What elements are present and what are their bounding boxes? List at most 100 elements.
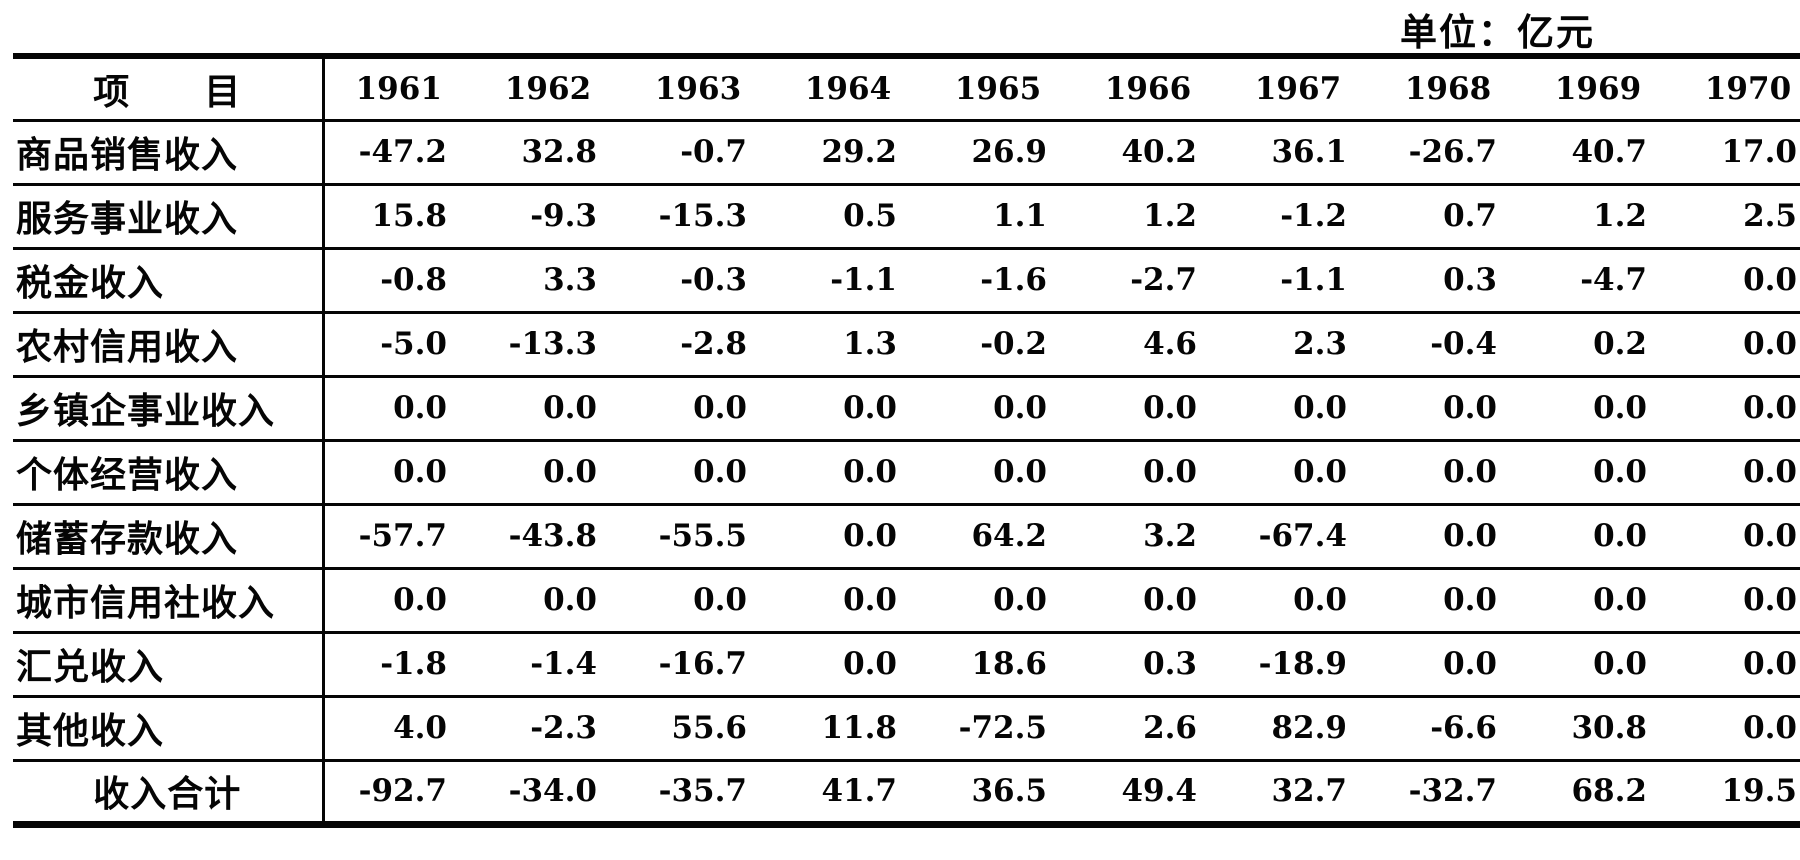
- cell-value: 0.0: [1673, 440, 1800, 506]
- cell-value: -26.7: [1373, 120, 1523, 186]
- cell-value: -1.1: [773, 248, 923, 314]
- cell-value: 0.0: [1523, 632, 1673, 698]
- cell-value: 64.2: [923, 504, 1073, 570]
- cell-value: -1.8: [323, 632, 473, 698]
- table-total-row: 收入合计 -92.7 -34.0 -35.7 41.7 36.5 49.4 32.7 -32.7…: [13, 760, 1800, 824]
- cell-value: 0.0: [323, 376, 473, 442]
- cell-value: 2.3: [1223, 312, 1373, 378]
- cell-value: -0.7: [623, 120, 773, 186]
- cell-value: 0.0: [323, 568, 473, 634]
- cell-value: 0.0: [773, 632, 923, 698]
- cell-value: -47.2: [323, 120, 473, 186]
- header-year-1961: 1961: [323, 56, 473, 122]
- cell-value: 0.0: [1223, 376, 1373, 442]
- total-cell-value: 32.7: [1271, 773, 1347, 809]
- cell-value: 0.0: [623, 440, 773, 506]
- header-item-label: 项 目: [13, 56, 325, 122]
- cell-value: 0.0: [323, 440, 473, 506]
- total-cell-value: -32.7: [1408, 773, 1497, 809]
- row-label: 储蓄存款收入: [13, 504, 325, 570]
- cell-value: 0.0: [1373, 504, 1523, 570]
- header-year-1969: 1969: [1523, 56, 1673, 122]
- cell-value: 0.0: [1373, 440, 1523, 506]
- cell-value: 0.0: [1223, 440, 1373, 506]
- header-year-1963: 1963: [623, 56, 773, 122]
- total-cell-value: 49.4: [1121, 773, 1197, 809]
- table-row: 农村信用收入 -5.0 -13.3 -2.8 1.3 -0.2 4.6 2.3 -0.4 0.2 0…: [13, 312, 1800, 378]
- cell-value: 0.0: [1673, 632, 1800, 698]
- total-cell-value: 41.7: [821, 773, 897, 809]
- cell-value: -15.3: [623, 184, 773, 250]
- cell-value: 0.0: [623, 376, 773, 442]
- table-header-row: 项 目 1961 1962 1963 1964 1965 1966 1967 1968 1969…: [13, 56, 1800, 122]
- row-label: 城市信用社收入: [13, 568, 325, 634]
- cell-value: -55.5: [623, 504, 773, 570]
- row-label: 其他收入: [13, 696, 325, 762]
- cell-value: -1.4: [473, 632, 623, 698]
- cell-value: 4.0: [323, 696, 473, 762]
- cell-value: 0.0: [773, 376, 923, 442]
- cell-value: 1.1: [923, 184, 1073, 250]
- cell-value: 3.3: [473, 248, 623, 314]
- total-cell-value: 68.2: [1571, 773, 1647, 809]
- cell-value: 0.0: [473, 376, 623, 442]
- table-row: 其他收入 4.0 -2.3 55.6 11.8 -72.5 2.6 82.9 -6.6 30.8 0…: [13, 696, 1800, 762]
- cell-value: 0.3: [1373, 248, 1523, 314]
- cell-value: 0.3: [1073, 632, 1223, 698]
- cell-value: -9.3: [473, 184, 623, 250]
- cell-value: 0.0: [1373, 376, 1523, 442]
- cell-value: 0.0: [773, 440, 923, 506]
- cell-value: -0.2: [923, 312, 1073, 378]
- cell-value: 30.8: [1523, 696, 1673, 762]
- row-label: 个体经营收入: [13, 440, 325, 506]
- cell-value: 2.5: [1673, 184, 1800, 250]
- cell-value: 0.0: [1673, 568, 1800, 634]
- total-cell-value: -35.7: [658, 773, 747, 809]
- row-label: 税金收入: [13, 248, 325, 314]
- cell-value: 0.0: [1223, 568, 1373, 634]
- total-cell-value: -92.7: [358, 773, 447, 809]
- table-row: 城市信用社收入 0.0 0.0 0.0 0.0 0.0 0.0 0.0 0.0 0.0 0.0: [13, 568, 1800, 634]
- cell-value: 0.0: [1073, 440, 1223, 506]
- cell-value: 0.0: [1523, 440, 1673, 506]
- cell-value: 15.8: [323, 184, 473, 250]
- cell-value: 1.2: [1073, 184, 1223, 250]
- cell-value: 0.0: [1673, 376, 1800, 442]
- cell-value: 0.0: [623, 568, 773, 634]
- header-year-1967: 1967: [1223, 56, 1373, 122]
- cell-value: -2.3: [473, 696, 623, 762]
- cell-value: -6.6: [1373, 696, 1523, 762]
- cell-value: -57.7: [323, 504, 473, 570]
- cell-value: 0.0: [1673, 504, 1800, 570]
- total-row-label: 收入合计: [13, 760, 325, 824]
- cell-value: 0.0: [773, 568, 923, 634]
- cell-value: 0.0: [923, 376, 1073, 442]
- cell-value: -18.9: [1223, 632, 1373, 698]
- cell-value: 0.0: [923, 440, 1073, 506]
- cell-value: 0.0: [773, 504, 923, 570]
- cell-value: 0.0: [1523, 376, 1673, 442]
- header-year-1962: 1962: [473, 56, 623, 122]
- total-cell-value: 19.5: [1721, 773, 1797, 809]
- cell-value: -72.5: [923, 696, 1073, 762]
- cell-value: 29.2: [773, 120, 923, 186]
- row-label: 商品销售收入: [13, 120, 325, 186]
- cell-value: 82.9: [1223, 696, 1373, 762]
- cell-value: 0.0: [923, 568, 1073, 634]
- cell-value: 0.0: [1373, 632, 1523, 698]
- cell-value: 0.0: [1373, 568, 1523, 634]
- cell-value: 11.8: [773, 696, 923, 762]
- cell-value: -1.6: [923, 248, 1073, 314]
- row-label: 农村信用收入: [13, 312, 325, 378]
- cell-value: -1.1: [1223, 248, 1373, 314]
- table-row: 乡镇企事业收入 0.0 0.0 0.0 0.0 0.0 0.0 0.0 0.0 0.0 0.0: [13, 376, 1800, 442]
- total-cell-value: -34.0: [508, 773, 597, 809]
- cell-value: 55.6: [623, 696, 773, 762]
- row-label: 汇兑收入: [13, 632, 325, 698]
- cell-value: 32.8: [473, 120, 623, 186]
- cell-value: -67.4: [1223, 504, 1373, 570]
- cell-value: 17.0: [1673, 120, 1800, 186]
- cell-value: -0.3: [623, 248, 773, 314]
- cell-value: -0.4: [1373, 312, 1523, 378]
